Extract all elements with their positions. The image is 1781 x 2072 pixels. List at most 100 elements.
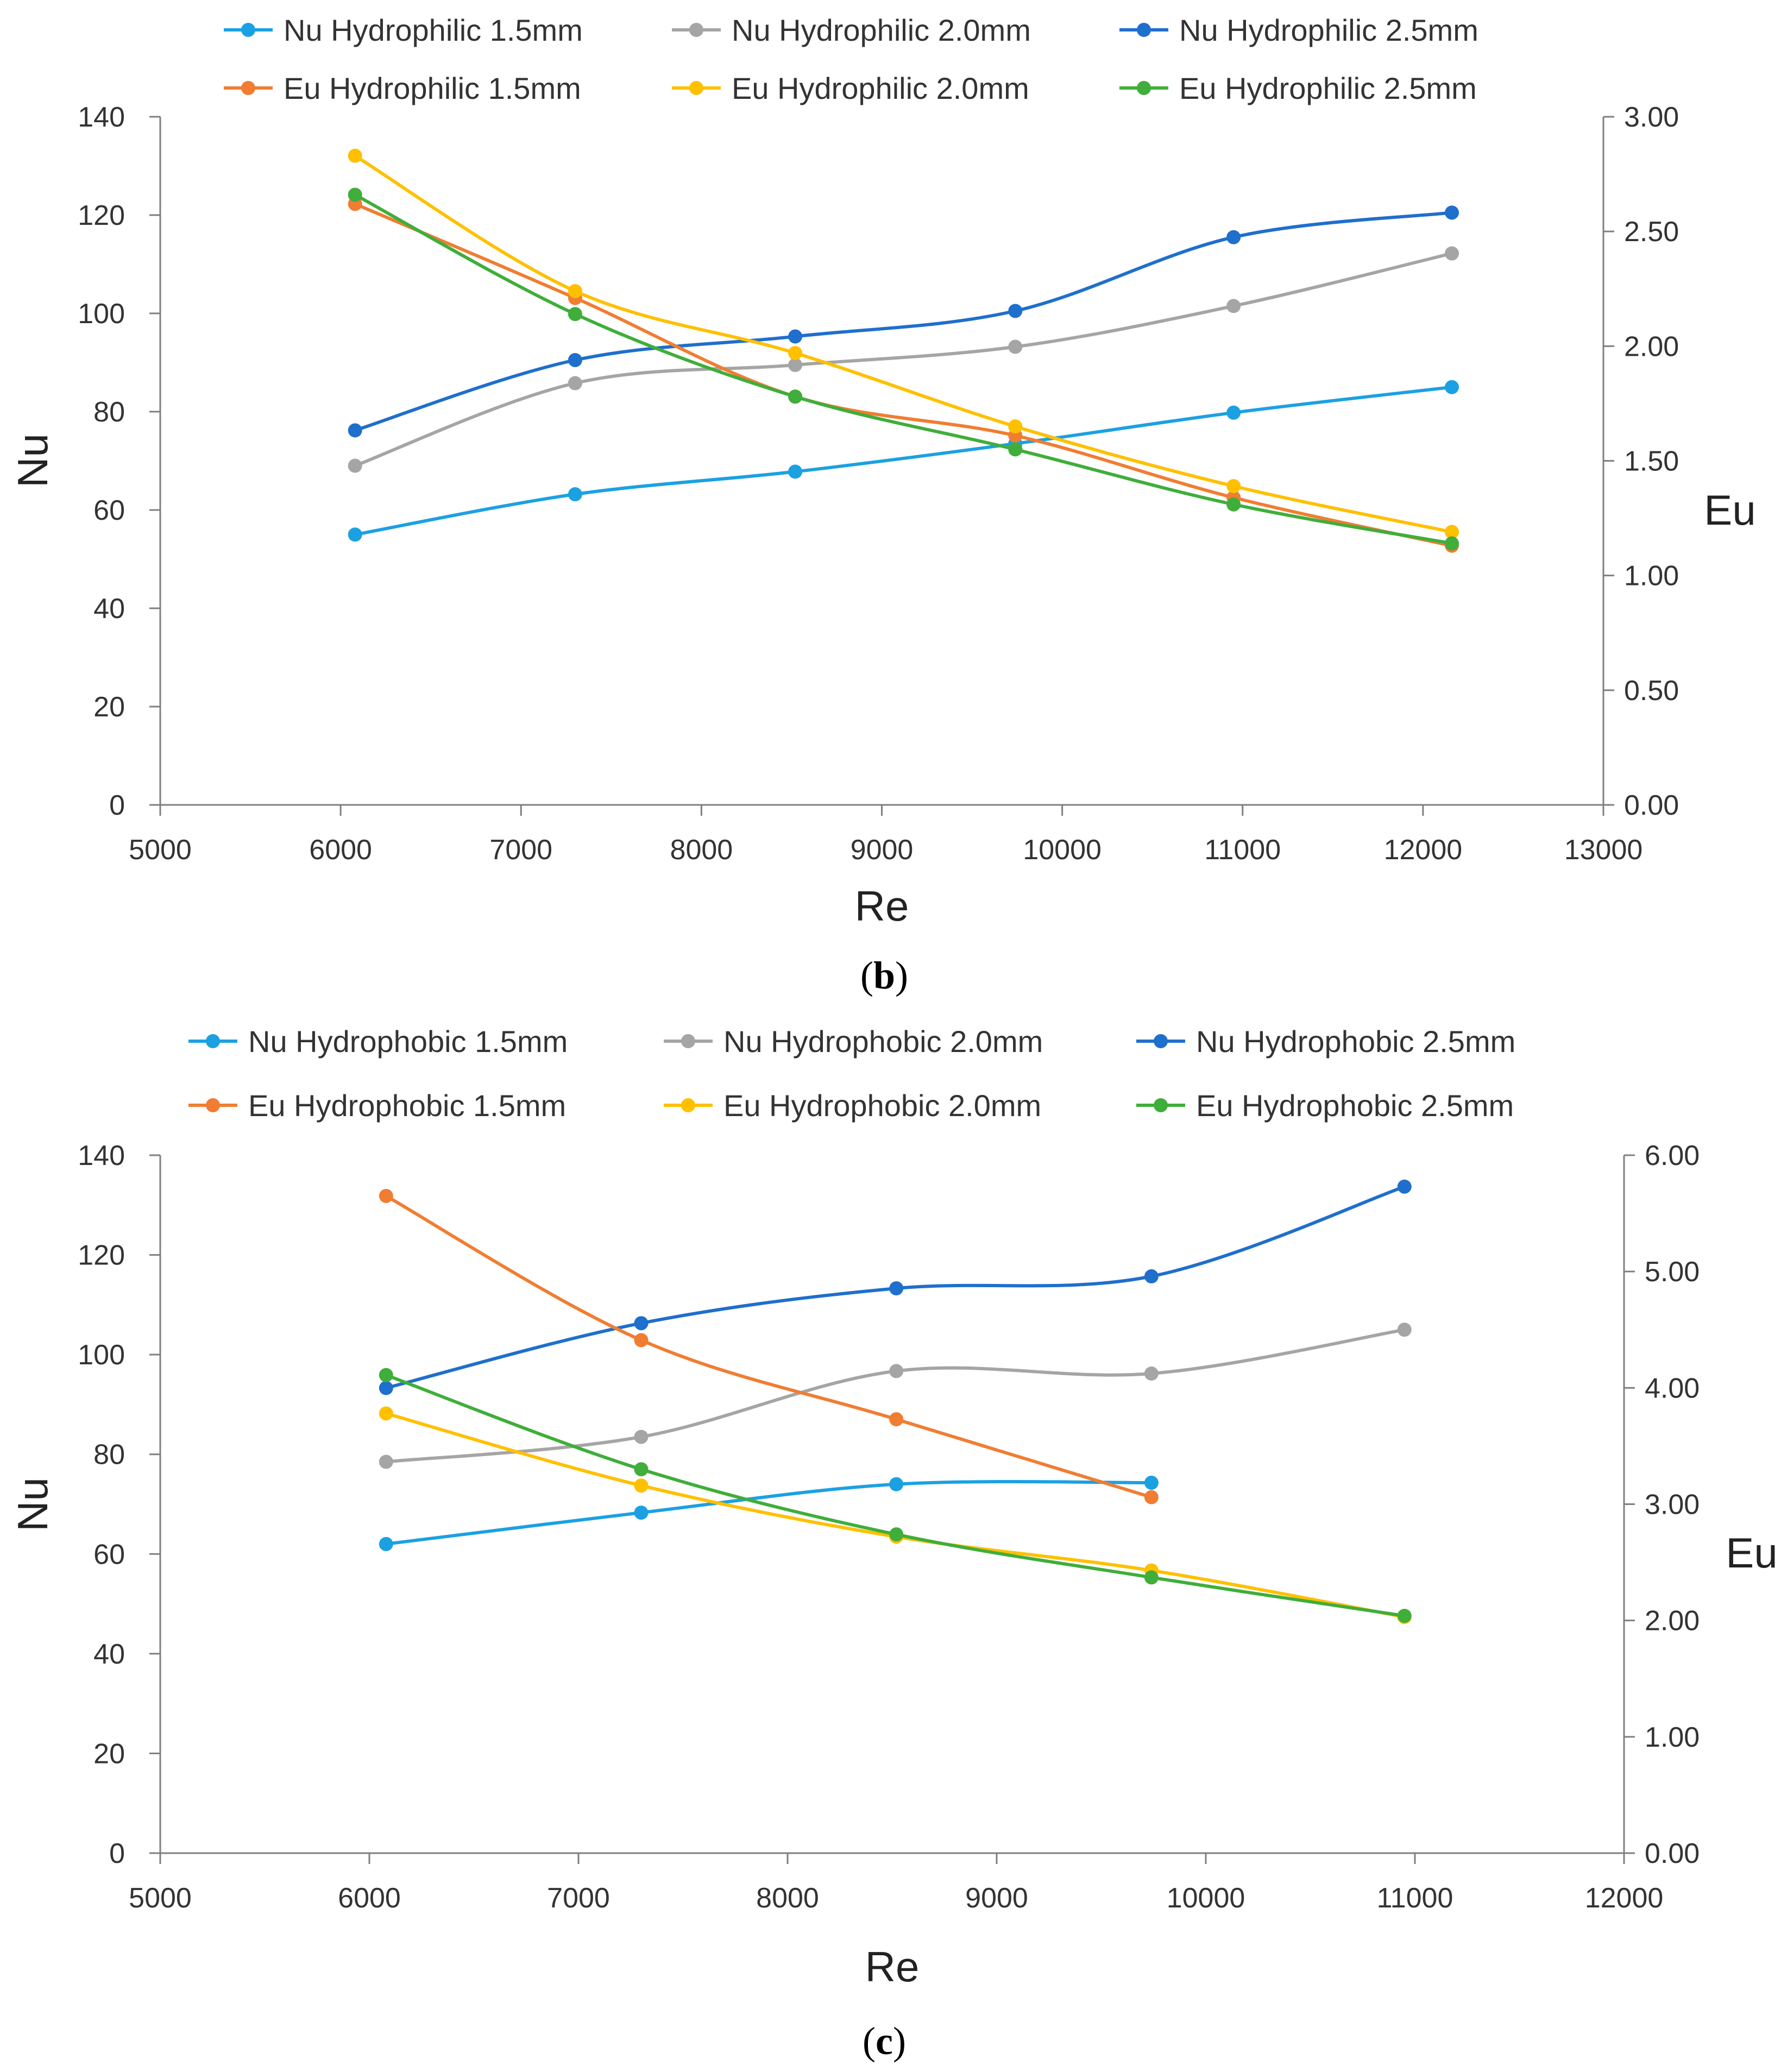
series-line	[354, 154, 1452, 534]
data-point	[889, 1527, 904, 1542]
data-point	[379, 1381, 393, 1395]
data-point	[788, 346, 803, 361]
y2-tick-label: 6.00	[1645, 1140, 1700, 1172]
y-tick-label: 40	[93, 1639, 125, 1670]
data-point	[348, 527, 362, 542]
y-tick-label: 100	[78, 1339, 125, 1371]
data-point	[1144, 1570, 1159, 1585]
x-axis-title: Re	[855, 882, 909, 930]
data-point	[788, 358, 803, 373]
data-point	[1226, 230, 1241, 244]
figure-caption: (c)	[863, 2019, 906, 2063]
data-point	[788, 329, 803, 344]
data-point	[1008, 419, 1023, 434]
data-point	[788, 389, 803, 404]
data-point	[1008, 339, 1023, 354]
x-tick-label: 5000	[129, 834, 192, 866]
data-point	[1008, 304, 1023, 318]
legend-swatch-marker	[689, 81, 703, 95]
y2-axis-title: Eu	[1704, 486, 1755, 534]
legend-item: Eu Hydrophobic 2.0mm	[664, 1088, 1041, 1123]
x-tick-label: 10000	[1023, 834, 1102, 866]
data-point	[348, 148, 362, 163]
y-axis-title: Nu	[9, 433, 56, 488]
legend-item: Nu Hydrophobic 1.5mm	[188, 1024, 568, 1059]
legend-item: Eu Hydrophilic 2.5mm	[1119, 71, 1477, 105]
series-6	[379, 1368, 1412, 1623]
data-point	[1144, 1269, 1159, 1284]
legend-item: Nu Hydrophilic 2.5mm	[1119, 13, 1478, 47]
legend-item: Nu Hydrophilic 1.5mm	[224, 13, 583, 47]
legend-swatch-marker	[681, 1098, 695, 1112]
data-point	[379, 1406, 393, 1421]
legend-item: Nu Hydrophobic 2.0mm	[664, 1024, 1043, 1059]
legend-swatch-marker	[689, 23, 703, 37]
legend-swatch-marker	[206, 1098, 220, 1112]
y-tick-label: 80	[93, 396, 125, 428]
data-point	[788, 464, 803, 479]
data-point	[1445, 380, 1459, 394]
data-point	[1144, 1476, 1159, 1490]
legend-swatch-marker	[1154, 1098, 1168, 1112]
y2-tick-label: 1.00	[1645, 1722, 1700, 1753]
series-4	[379, 1188, 1159, 1504]
data-point	[379, 1188, 393, 1203]
series-line	[354, 202, 1452, 547]
y-tick-label: 60	[93, 1539, 125, 1570]
legend-swatch-marker	[241, 23, 255, 37]
legend: Nu Hydrophilic 1.5mm Nu Hydrophilic 2.0mm…	[224, 13, 1478, 105]
y2-tick-label: 1.00	[1624, 560, 1679, 592]
y2-tick-label: 5.00	[1645, 1256, 1700, 1288]
data-point	[889, 1281, 904, 1296]
data-point	[348, 423, 362, 438]
x-tick-label: 11000	[1204, 834, 1281, 866]
y2-tick-label: 0.50	[1624, 675, 1679, 707]
y2-tick-label: 2.00	[1624, 331, 1679, 362]
data-point	[348, 187, 362, 202]
legend-item: Eu Hydrophilic 2.0mm	[672, 71, 1029, 105]
y-tick-label: 140	[78, 102, 125, 133]
data-point	[1226, 405, 1241, 420]
data-point	[379, 1454, 393, 1469]
x-tick-label: 11000	[1377, 1882, 1453, 1914]
x-tick-label: 6000	[309, 834, 372, 866]
legend-swatch-marker	[1137, 81, 1151, 95]
y-tick-label: 120	[78, 200, 125, 231]
chart-b: 5000 6000 7000 8000 9000 10000 11000 12000 13000…	[9, 13, 1756, 997]
x-tick-label: 7000	[547, 1882, 610, 1914]
y-tick-label: 120	[78, 1240, 125, 1271]
legend-item: Eu Hydrophobic 1.5mm	[188, 1088, 566, 1123]
x-tick-label: 5000	[129, 1882, 192, 1914]
x-axis-title: Re	[865, 1943, 920, 1991]
y-axis-title: Nu	[9, 1477, 56, 1532]
series-line	[354, 211, 1452, 432]
data-point	[634, 1429, 649, 1444]
x-tick-label: 9000	[851, 834, 914, 866]
legend-swatch-marker	[206, 1034, 220, 1048]
data-point	[568, 352, 582, 367]
series-line	[385, 1194, 1152, 1499]
y-tick-label: 20	[93, 691, 125, 723]
data-point	[1144, 1490, 1159, 1504]
data-point	[889, 1412, 904, 1427]
series-line	[386, 1479, 1151, 1546]
data-point	[634, 1333, 649, 1347]
legend-label: Eu Hydrophilic 2.0mm	[732, 71, 1029, 105]
legend-label: Eu Hydrophobic 2.5mm	[1196, 1088, 1514, 1123]
y2-tick-label: 3.00	[1624, 102, 1679, 133]
series-5	[379, 1406, 1412, 1624]
y-tick-label: 60	[93, 495, 125, 526]
x-tick-label: 6000	[338, 1882, 401, 1914]
data-point	[379, 1536, 393, 1551]
data-point	[1226, 299, 1241, 313]
data-point	[379, 1368, 393, 1382]
series-line	[355, 385, 1452, 537]
series-line	[385, 1412, 1405, 1619]
y2-tick-label: 4.00	[1645, 1372, 1700, 1404]
series-1	[379, 1476, 1159, 1551]
data-point	[568, 284, 582, 298]
data-point	[1226, 478, 1241, 493]
legend-label: Nu Hydrophilic 2.0mm	[732, 13, 1031, 47]
y-tick-label: 80	[93, 1439, 125, 1471]
